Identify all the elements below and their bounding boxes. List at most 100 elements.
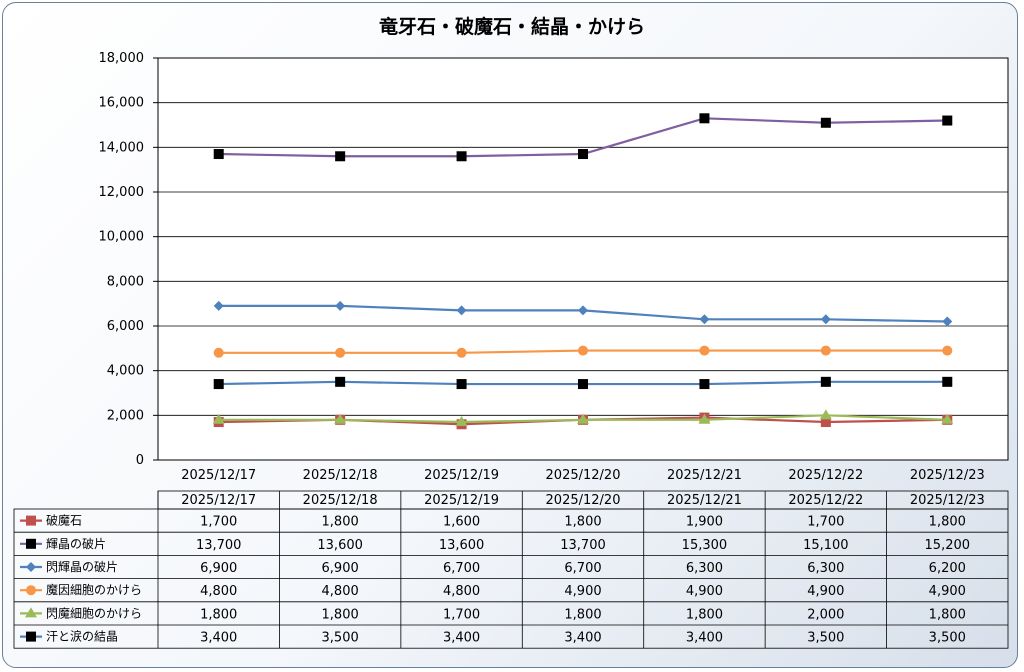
- data-point: [578, 305, 588, 316]
- data-point: [820, 376, 831, 387]
- data-point: [335, 347, 346, 358]
- table-cell: 6,700: [564, 561, 601, 576]
- table-cell: 6,300: [807, 561, 844, 576]
- y-tick-label: 16,000: [99, 96, 145, 111]
- series-group: [212, 113, 954, 430]
- table-cell: 4,900: [686, 584, 723, 599]
- y-tick-label: 0: [136, 453, 144, 468]
- y-tick-label: 2,000: [107, 408, 144, 423]
- table-row-name: 汗と涙の結晶: [46, 629, 118, 644]
- table-cell: 1,900: [686, 515, 723, 530]
- table-cell: 3,400: [200, 631, 237, 646]
- y-tick-label: 8,000: [107, 274, 144, 289]
- table-cell: 6,900: [322, 561, 359, 576]
- plot-background: [157, 57, 1009, 461]
- table-header-cell: 2025/12/17: [181, 493, 256, 508]
- data-point: [820, 117, 831, 128]
- table-cell: 4,800: [322, 584, 359, 599]
- x-tick-label: 2025/12/22: [788, 468, 863, 483]
- table-cell: 1,800: [929, 607, 966, 622]
- table-cell: 15,100: [803, 538, 849, 553]
- table-cell: 1,800: [686, 607, 723, 622]
- y-axis: 0 2,000 4,000 6,000 8,000 10,000 12,000 14,000 1…: [99, 51, 158, 468]
- data-point: [578, 149, 588, 160]
- data-point: [456, 305, 467, 316]
- table-cell: 2,000: [807, 607, 844, 622]
- data-point: [941, 413, 954, 424]
- table-cell: 4,900: [807, 584, 844, 599]
- legend-marker: [25, 607, 37, 618]
- table-cell: 1,800: [929, 515, 966, 530]
- table-cell: 6,900: [200, 561, 237, 576]
- data-point: [942, 115, 953, 126]
- data-point: [335, 151, 346, 162]
- legend-marker: [26, 562, 36, 572]
- data-point: [820, 345, 831, 356]
- data-point: [942, 376, 953, 387]
- x-tick-label: 2025/12/19: [424, 468, 499, 483]
- table-cell: 4,900: [564, 584, 601, 599]
- grid-lines: [158, 57, 1008, 461]
- table-cell: 1,700: [807, 515, 844, 530]
- series-4: [212, 409, 954, 427]
- data-table: 2025/12/17 2025/12/18 2025/12/19 2025/12/20…: [13, 490, 1009, 649]
- data-point: [820, 314, 831, 325]
- table-header-cell: 2025/12/23: [910, 493, 985, 508]
- data-point: [335, 376, 346, 387]
- table-cell: 1,800: [322, 607, 359, 622]
- table-row-name: 輝晶の破片: [46, 536, 106, 551]
- y-tick-label: 18,000: [99, 51, 145, 66]
- table-cell: 3,500: [929, 631, 966, 646]
- x-tick-label: 2025/12/20: [546, 468, 621, 483]
- y-tick-label: 4,000: [107, 364, 144, 379]
- data-point: [699, 379, 710, 390]
- series-3: [213, 345, 953, 358]
- data-point: [213, 300, 224, 311]
- table-row-name: 閃魔細胞のかけら: [46, 605, 142, 620]
- table-cell: 1,800: [322, 515, 359, 530]
- data-point: [942, 345, 953, 356]
- table-cell: 3,400: [564, 631, 601, 646]
- series-5: [213, 376, 953, 390]
- data-point: [456, 347, 467, 358]
- table-cell: 3,400: [686, 631, 723, 646]
- data-point: [819, 409, 832, 420]
- table-cell: 1,600: [443, 515, 480, 530]
- table-cell: 13,700: [560, 538, 606, 553]
- y-tick-label: 12,000: [99, 185, 145, 200]
- table-row-name: 魔因細胞のかけら: [46, 582, 142, 597]
- x-tick-label: 2025/12/17: [181, 468, 256, 483]
- table-cell: 1,800: [564, 515, 601, 530]
- data-point: [213, 379, 224, 390]
- chart-title: 竜牙石・破魔石・結晶・かけら: [379, 15, 645, 38]
- table-cell: 6,300: [686, 561, 723, 576]
- data-point: [699, 113, 710, 124]
- y-tick-label: 10,000: [99, 230, 145, 245]
- table-cell: 1,700: [200, 515, 237, 530]
- data-point: [820, 417, 831, 428]
- y-tick-label: 6,000: [107, 319, 144, 334]
- series-1: [213, 113, 953, 162]
- table-cell: 3,500: [807, 631, 844, 646]
- data-point: [212, 413, 225, 424]
- legend-marker: [26, 585, 36, 596]
- x-tick-label: 2025/12/18: [303, 468, 378, 483]
- x-tick-label: 2025/12/21: [667, 468, 742, 483]
- data-point: [456, 151, 467, 162]
- data-point: [698, 413, 711, 424]
- table-cell: 13,600: [317, 538, 363, 553]
- data-point: [456, 379, 467, 390]
- y-tick-label: 14,000: [99, 140, 145, 155]
- table-cell: 1,700: [443, 607, 480, 622]
- data-point: [699, 345, 710, 356]
- data-point: [213, 347, 224, 358]
- table-row-name: 破魔石: [46, 513, 82, 528]
- data-point: [335, 300, 346, 311]
- data-point: [577, 413, 589, 424]
- legend-marker: [26, 515, 36, 526]
- table-cell: 13,700: [196, 538, 242, 553]
- table-cell: 4,900: [929, 584, 966, 599]
- table-cell: 13,600: [439, 538, 485, 553]
- table-header-cell: 2025/12/21: [667, 493, 742, 508]
